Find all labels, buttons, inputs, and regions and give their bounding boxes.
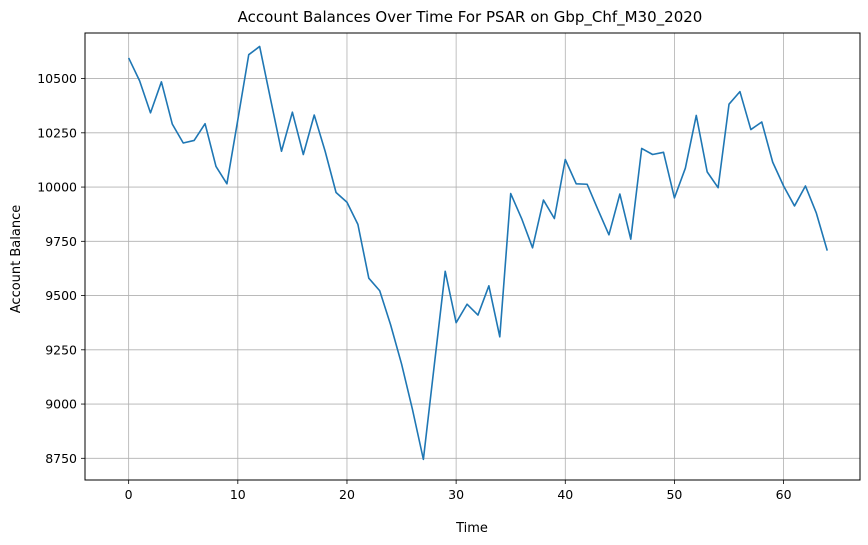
x-tick-label: 50 bbox=[666, 487, 682, 502]
balance-line bbox=[127, 45, 829, 461]
x-tick-label: 60 bbox=[776, 487, 792, 502]
y-axis-ticks: 8750 9000 9250 9500 9750 10000 10250 10500 bbox=[37, 71, 85, 466]
y-tick-label: 9250 bbox=[45, 342, 77, 357]
plot-frame bbox=[84, 32, 861, 481]
x-axis-ticks: 0 10 20 30 40 50 60 bbox=[125, 480, 792, 502]
x-tick-label: 20 bbox=[339, 487, 355, 502]
x-tick-label: 30 bbox=[448, 487, 464, 502]
x-tick-label: 40 bbox=[557, 487, 573, 502]
x-axis-label: Time bbox=[455, 521, 488, 536]
y-tick-label: 10250 bbox=[37, 125, 77, 140]
y-tick-label: 9500 bbox=[45, 288, 77, 303]
y-tick-label: 10500 bbox=[37, 71, 77, 86]
grid bbox=[85, 33, 860, 480]
y-tick-label: 8750 bbox=[45, 451, 77, 466]
y-tick-label: 9750 bbox=[45, 234, 77, 249]
y-axis-label: Account Balance bbox=[9, 205, 24, 313]
series-line bbox=[127, 45, 829, 461]
x-tick-label: 0 bbox=[125, 487, 133, 502]
y-tick-label: 9000 bbox=[45, 397, 77, 412]
chart-title: Account Balances Over Time For PSAR on G… bbox=[238, 8, 703, 27]
y-tick-label: 10000 bbox=[37, 180, 77, 195]
x-tick-label: 10 bbox=[230, 487, 246, 502]
